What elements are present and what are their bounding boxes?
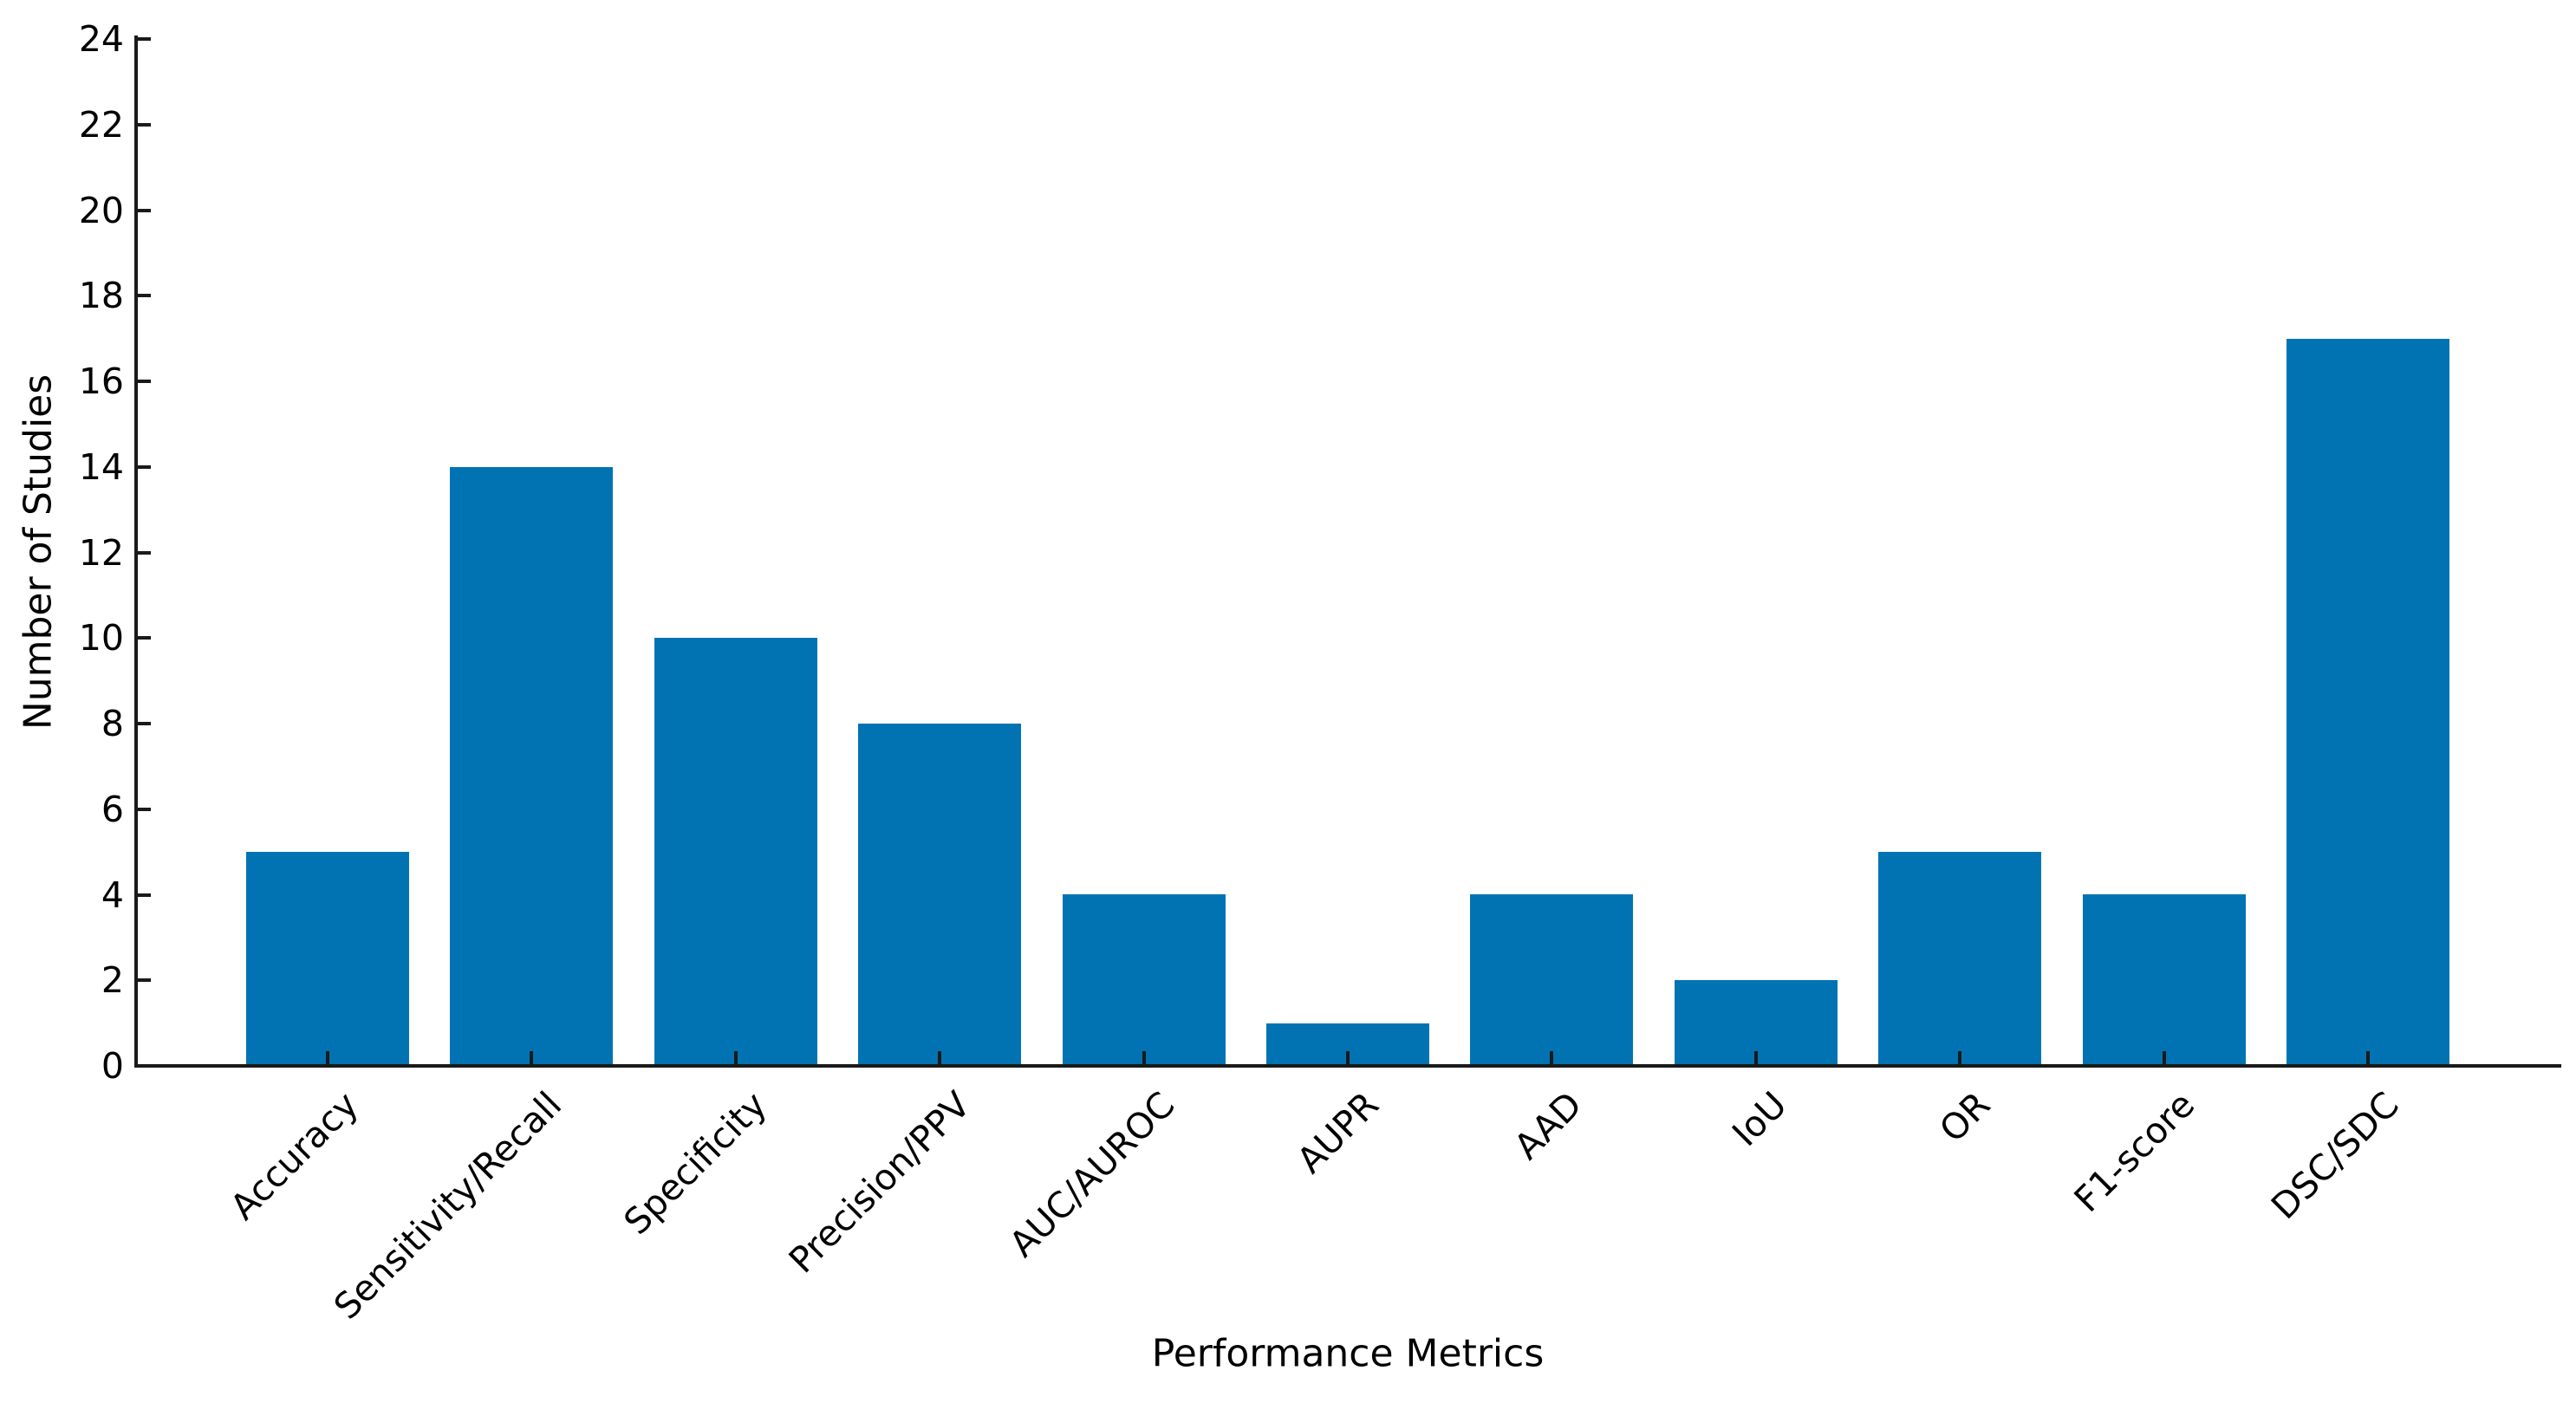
y-tick-label: 4 [101, 874, 124, 916]
bar-sensitivity-recall [450, 467, 613, 1066]
y-tick-mark [136, 978, 151, 982]
x-tick-mark [1346, 1051, 1350, 1066]
y-tick-label: 18 [78, 275, 124, 316]
y-tick-label: 22 [78, 104, 124, 146]
y-tick-mark [136, 209, 151, 212]
y-tick-mark [136, 1064, 151, 1068]
y-tick-label: 10 [78, 617, 124, 659]
y-tick-mark [136, 123, 151, 127]
bar-or [1878, 852, 2041, 1066]
x-tick-label: AUPR [1288, 1083, 1387, 1182]
y-tick-mark [136, 551, 151, 555]
bar-f1-score [2083, 894, 2246, 1066]
x-tick-mark [1142, 1051, 1146, 1066]
bar-specificity [654, 638, 817, 1066]
x-tick-label: OR [1931, 1083, 1999, 1151]
bar-dsc-sdc [2287, 339, 2449, 1066]
y-tick-mark [136, 808, 151, 811]
y-tick-label: 12 [78, 532, 124, 574]
x-tick-label: Specificity [615, 1083, 775, 1243]
y-tick-mark [136, 37, 151, 41]
x-tick-mark [1754, 1051, 1758, 1066]
x-tick-mark [1958, 1051, 1961, 1066]
bar-accuracy [246, 852, 409, 1066]
x-axis-title: Performance Metrics [1151, 1331, 1545, 1376]
y-axis-title: Number of Studies [16, 373, 61, 731]
y-tick-mark [136, 636, 151, 640]
y-tick-label: 0 [101, 1045, 124, 1087]
x-tick-label: Accuracy [222, 1083, 367, 1228]
x-tick-mark [1550, 1051, 1553, 1066]
bar-auc-auroc [1063, 894, 1226, 1066]
x-tick-label: DSC/SDC [2262, 1083, 2407, 1228]
y-tick-label: 16 [78, 360, 124, 402]
x-tick-label: Precision/PPV [780, 1083, 979, 1282]
y-tick-label: 2 [101, 959, 124, 1001]
bar-aad [1470, 894, 1633, 1066]
x-tick-label: Sensitivity/Recall [326, 1083, 570, 1328]
y-tick-label: 24 [78, 18, 124, 60]
x-tick-mark [938, 1051, 941, 1066]
x-tick-mark [2366, 1051, 2370, 1066]
y-tick-mark [136, 893, 151, 897]
y-tick-label: 14 [78, 446, 124, 488]
x-tick-label: AAD [1506, 1083, 1590, 1168]
x-tick-mark [326, 1051, 329, 1066]
y-tick-mark [136, 294, 151, 297]
x-tick-label: AUC/AUROC [1001, 1083, 1183, 1265]
x-tick-label: IoU [1724, 1083, 1795, 1155]
x-tick-mark [2163, 1051, 2166, 1066]
y-tick-label: 20 [78, 190, 124, 231]
bar-precision-ppv [858, 724, 1021, 1066]
x-tick-label: F1-score [2066, 1083, 2203, 1221]
y-tick-label: 6 [101, 789, 124, 830]
y-tick-mark [136, 465, 151, 469]
x-axis-line [134, 1064, 2561, 1068]
x-tick-mark [530, 1051, 533, 1066]
x-tick-mark [734, 1051, 738, 1066]
y-tick-label: 8 [101, 703, 124, 744]
y-tick-mark [136, 722, 151, 725]
y-tick-mark [136, 380, 151, 383]
